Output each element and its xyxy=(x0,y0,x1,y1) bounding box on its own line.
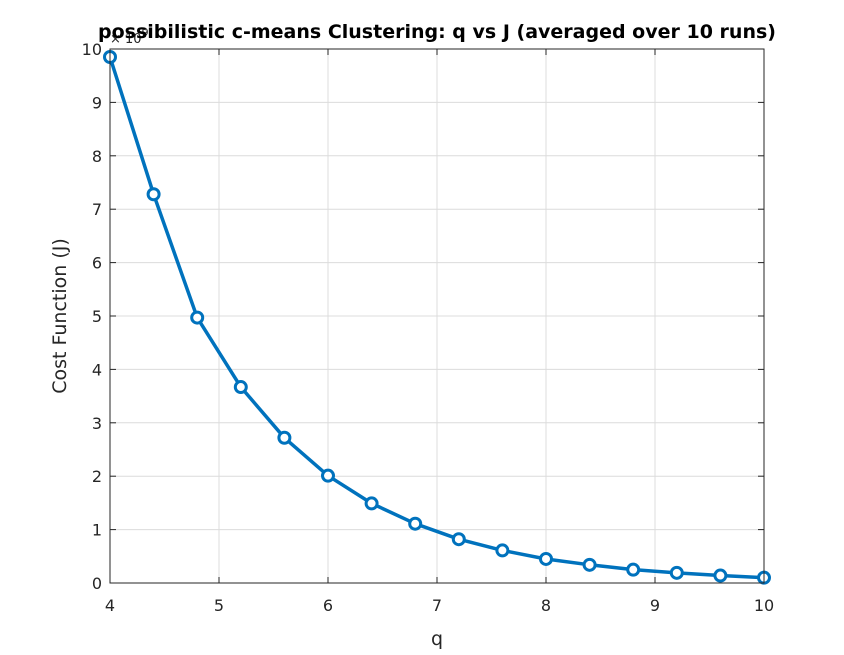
x-axis-label: q xyxy=(431,628,443,650)
y-tick-label: 0 xyxy=(92,574,102,593)
y-tick-label: 1 xyxy=(92,521,102,540)
data-point xyxy=(713,568,728,583)
y-tick-label: 6 xyxy=(92,254,102,273)
y-axis-label: Cost Function (J) xyxy=(49,238,71,394)
data-point xyxy=(495,543,510,558)
data-point xyxy=(408,516,423,531)
x-tick-label: 4 xyxy=(105,596,115,615)
data-point xyxy=(669,565,684,580)
data-point xyxy=(539,551,553,566)
x-tick-label: 9 xyxy=(650,596,660,615)
x-tick-label: 5 xyxy=(214,596,224,615)
x-tick-label: 7 xyxy=(432,596,442,615)
series-line xyxy=(108,56,765,580)
y-tick-label: 9 xyxy=(92,93,102,112)
y-axis-exponent-power: 9 xyxy=(142,26,149,39)
ticks: 4 5 6 7 8 9 10 0 1 2 3 4 5 6 7 8 9 10 xyxy=(82,40,775,615)
data-point xyxy=(321,468,335,483)
chart-title: possibilistic c-means Clustering: q vs J… xyxy=(98,21,776,43)
data-point xyxy=(364,496,379,511)
y-tick-label: 3 xyxy=(92,414,102,433)
y-axis-exponent: × 109 xyxy=(110,26,149,47)
y-tick-label: 8 xyxy=(92,147,102,166)
data-point xyxy=(146,187,161,202)
data-point xyxy=(626,562,641,577)
y-axis-exponent-base: × 10 xyxy=(110,32,142,47)
y-tick-label: 4 xyxy=(92,360,102,379)
data-point xyxy=(451,532,466,547)
y-tick-label: 10 xyxy=(82,40,102,59)
data-point xyxy=(233,380,248,395)
x-tick-label: 6 xyxy=(323,596,333,615)
data-point xyxy=(277,430,292,445)
y-tick-label: 2 xyxy=(92,467,102,486)
y-tick-label: 7 xyxy=(92,200,102,219)
y-tick-label: 5 xyxy=(92,307,102,326)
data-point xyxy=(582,557,597,572)
x-tick-label: 10 xyxy=(754,596,774,615)
data-point xyxy=(190,310,205,325)
x-tick-label: 8 xyxy=(541,596,551,615)
